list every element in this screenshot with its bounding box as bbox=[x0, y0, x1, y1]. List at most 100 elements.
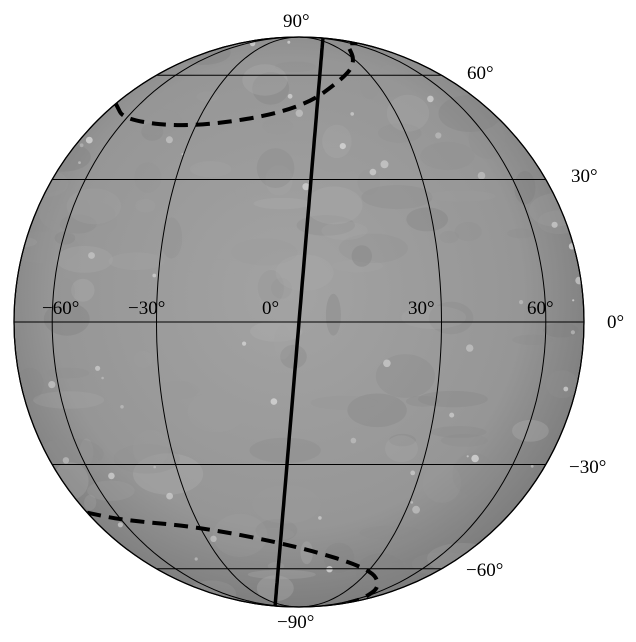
terrain-patch bbox=[296, 215, 355, 236]
terrain-patch bbox=[305, 186, 363, 225]
bright-crater bbox=[125, 568, 132, 574]
terrain-patch bbox=[66, 188, 122, 225]
central-meridian-line bbox=[273, 37, 325, 607]
terrain-patch bbox=[275, 61, 317, 72]
terrain-patch bbox=[355, 553, 406, 592]
terrain-patch bbox=[252, 72, 290, 105]
terrain-patch bbox=[375, 64, 402, 97]
terrain-patch bbox=[158, 381, 200, 400]
bright-crater bbox=[62, 457, 70, 464]
terrain-patch bbox=[440, 434, 488, 447]
terrain-patch bbox=[254, 527, 295, 541]
meridian-line bbox=[51, 37, 300, 607]
bright-crater bbox=[318, 516, 322, 520]
bright-crater bbox=[560, 94, 566, 100]
terrain-patch bbox=[257, 270, 284, 305]
terrain-patch bbox=[14, 136, 61, 146]
terrain-patch bbox=[58, 37, 123, 61]
terrain-patch bbox=[543, 322, 579, 338]
label-lat-30: 30° bbox=[571, 166, 598, 187]
terrain-patch bbox=[265, 165, 293, 196]
label-lat-0: 0° bbox=[607, 312, 625, 333]
terrain-patch bbox=[87, 456, 101, 475]
terrain-patch bbox=[405, 395, 440, 407]
terrain-patch bbox=[560, 72, 577, 96]
bright-crater bbox=[466, 344, 474, 352]
bright-crater bbox=[48, 381, 56, 389]
bright-crater bbox=[466, 455, 469, 458]
terrain-patch bbox=[420, 141, 475, 171]
terrain-patch bbox=[43, 302, 90, 336]
terrain-patch bbox=[71, 278, 95, 302]
bright-crater bbox=[567, 198, 570, 202]
bright-crater bbox=[477, 171, 486, 180]
bright-crater bbox=[369, 168, 377, 176]
meridian-line bbox=[155, 37, 300, 607]
terrain-patch bbox=[14, 467, 51, 503]
meridian-line bbox=[298, 37, 443, 607]
terrain-patch bbox=[52, 462, 89, 500]
bright-crater bbox=[120, 405, 124, 409]
terrain-patch bbox=[262, 117, 294, 135]
terrain-patch bbox=[33, 391, 105, 409]
terrain-patch bbox=[253, 197, 311, 210]
terrain-patch bbox=[26, 552, 92, 578]
bright-crater bbox=[210, 535, 217, 542]
bright-crater bbox=[95, 365, 101, 371]
terrain-patch bbox=[385, 435, 418, 463]
label-lon-m30: −30° bbox=[128, 298, 166, 319]
bright-crater bbox=[471, 454, 479, 463]
bright-crater bbox=[79, 143, 84, 148]
label-lat-60: 60° bbox=[467, 63, 494, 84]
terrain-patch bbox=[360, 73, 380, 99]
bright-crater bbox=[497, 53, 500, 56]
bright-crater bbox=[108, 472, 115, 480]
bright-crater bbox=[339, 143, 346, 150]
terrain-patch bbox=[46, 71, 77, 81]
terrain-patch bbox=[428, 301, 474, 335]
terrain-patch bbox=[540, 37, 571, 57]
terrain-patch bbox=[59, 208, 117, 237]
terrain-patch bbox=[375, 354, 435, 398]
terrain-patch bbox=[454, 221, 482, 242]
bright-crater bbox=[390, 37, 396, 42]
bright-crater bbox=[427, 95, 434, 103]
label-lon-m60: −60° bbox=[42, 298, 80, 319]
bright-crater bbox=[117, 522, 123, 528]
terrain-patch bbox=[554, 530, 578, 563]
terrain-patch bbox=[321, 221, 368, 241]
bright-crater bbox=[572, 405, 579, 412]
southern-dashed-boundary bbox=[86, 510, 380, 605]
terrain-patch bbox=[273, 325, 292, 360]
terrain-patch bbox=[40, 528, 78, 548]
terrain-patch bbox=[512, 419, 549, 442]
bright-crater bbox=[529, 492, 532, 495]
bright-crater bbox=[302, 183, 310, 191]
terrain-patch bbox=[386, 94, 430, 132]
terrain-patch bbox=[351, 245, 372, 267]
terrain-patch bbox=[300, 541, 313, 565]
terrain-patch bbox=[133, 453, 204, 495]
terrain-patch bbox=[187, 391, 245, 433]
bright-crater bbox=[527, 145, 536, 154]
terrain-patch bbox=[359, 525, 422, 540]
terrain-patch bbox=[49, 200, 116, 229]
terrain-patch bbox=[242, 64, 288, 96]
terrain-patch bbox=[49, 118, 76, 142]
terrain-patch bbox=[132, 429, 169, 468]
bright-crater bbox=[25, 508, 30, 513]
bright-crater bbox=[78, 161, 81, 165]
terrain-patch bbox=[185, 259, 250, 275]
terrain-patch bbox=[247, 569, 316, 580]
terrain-patch bbox=[36, 438, 104, 470]
terrain-patch bbox=[551, 482, 578, 502]
terrain-patch bbox=[133, 350, 153, 368]
bright-crater bbox=[194, 557, 198, 561]
terrain-patch bbox=[514, 85, 540, 108]
terrain-patch bbox=[439, 230, 459, 244]
terrain-patch bbox=[14, 458, 47, 479]
bright-crater bbox=[53, 161, 57, 165]
bright-crater bbox=[295, 109, 303, 117]
terrain-patch bbox=[406, 207, 449, 232]
terrain-patch bbox=[252, 485, 321, 524]
